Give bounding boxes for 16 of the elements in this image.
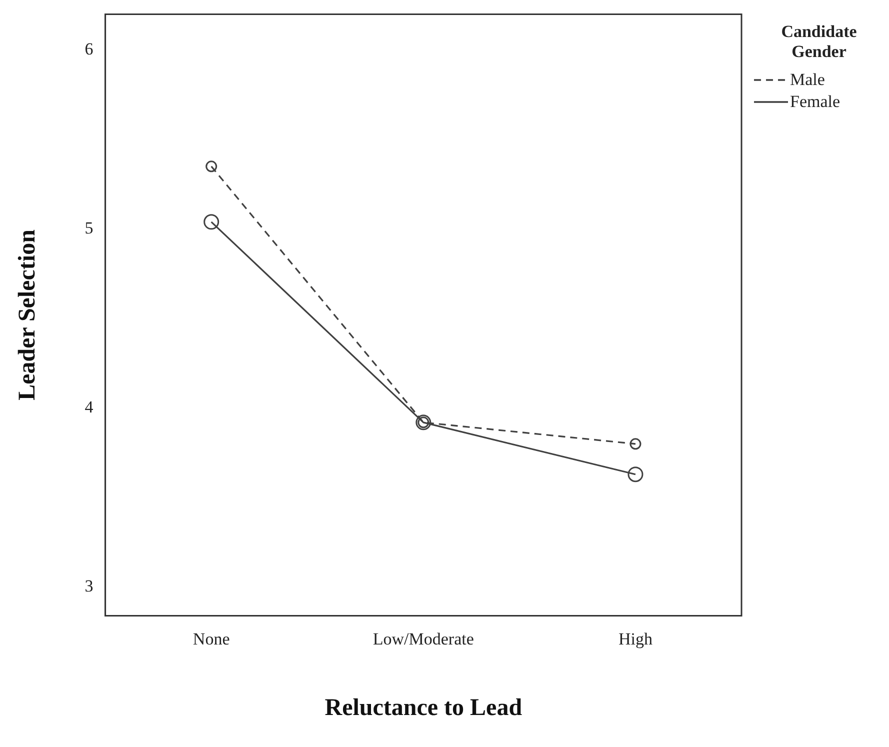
legend-title: Candidate Gender: [780, 22, 858, 63]
x-tick-label: High: [618, 629, 653, 648]
x-axis-title: Reluctance to Lead: [324, 694, 523, 721]
point: [630, 438, 642, 450]
legend-label: Female: [790, 92, 840, 112]
y-tick-label: 5: [84, 218, 94, 238]
y-axis-title: Leader Selection: [14, 230, 41, 400]
y-tick-label: 4: [84, 398, 94, 417]
x-tick-label: Low/Moderate: [372, 629, 474, 648]
x-tick-label: None: [192, 629, 230, 648]
y-tick-label: 6: [84, 39, 94, 58]
legend-label: Male: [790, 70, 825, 90]
point: [204, 214, 220, 230]
point: [206, 160, 218, 172]
y-tick-label: 3: [84, 576, 94, 596]
point: [628, 466, 644, 482]
